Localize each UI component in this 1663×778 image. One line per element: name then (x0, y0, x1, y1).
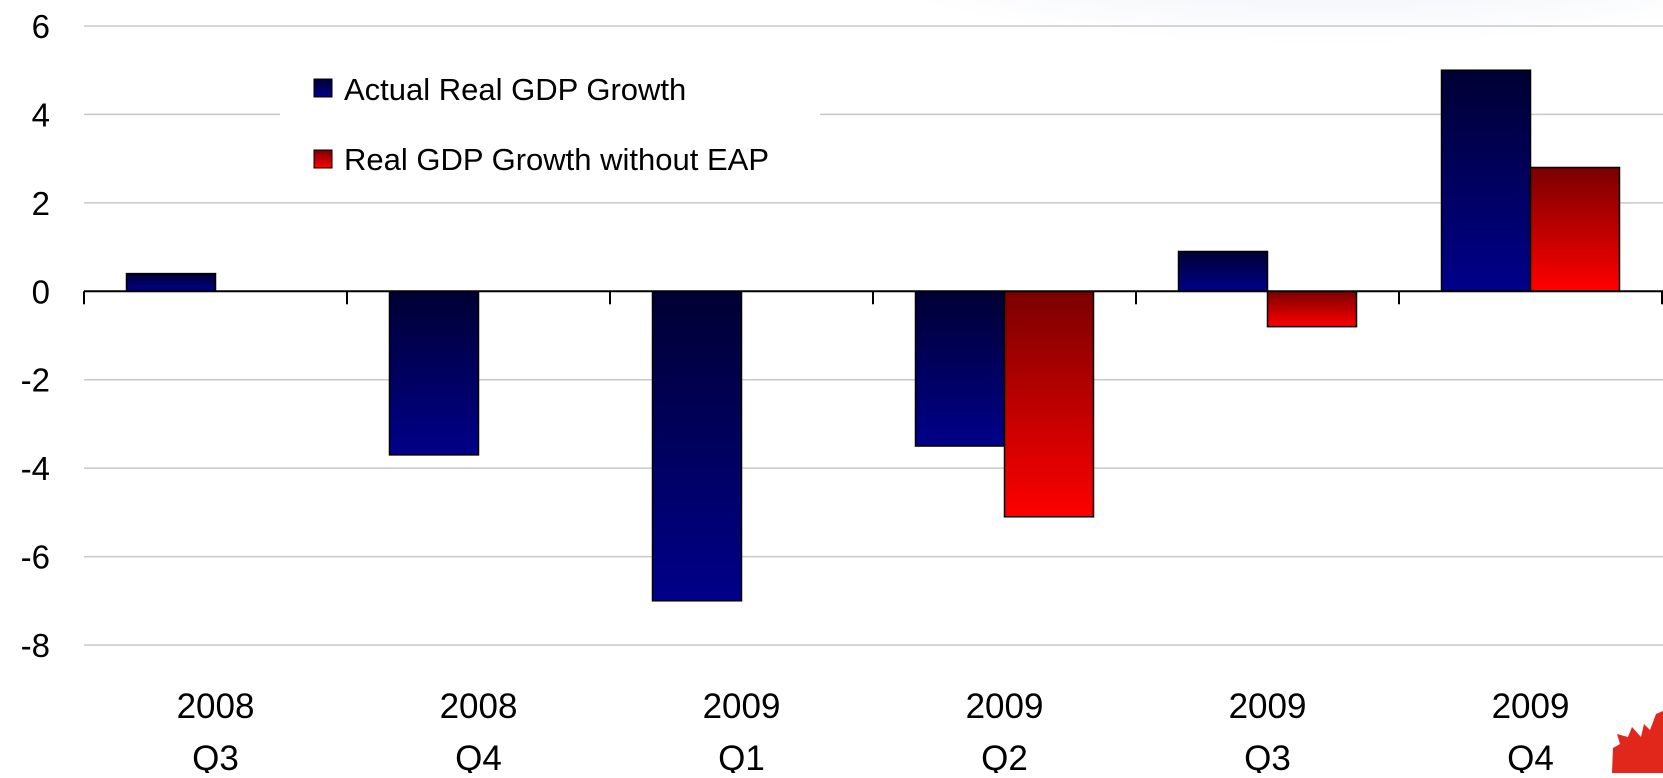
bar-actual (1177, 250, 1269, 293)
x-tick-label: Q4 (455, 739, 502, 773)
y-tick-label: 0 (32, 273, 50, 310)
y-tick-label: -6 (21, 539, 50, 576)
bar-actual (651, 290, 743, 602)
y-tick-label: -2 (21, 362, 50, 399)
legend-swatch-actual (313, 78, 333, 98)
x-tick-label: Q3 (1244, 739, 1291, 773)
bar-actual (388, 290, 480, 456)
bar-actual (1440, 69, 1532, 293)
x-tick-label: Q3 (192, 739, 239, 773)
legend-background (280, 55, 820, 190)
x-axis-tick-labels: 2008 Q3 2008 Q4 2009 Q1 2009 Q2 2009 Q3 2009 Q4 (177, 687, 1570, 778)
y-tick-label: 6 (32, 8, 50, 45)
x-tick-label: Q4 (1507, 739, 1554, 773)
legend-label-without-eap: Real GDP Growth without EAP (344, 142, 769, 177)
x-tick-label: 2009 (1492, 687, 1570, 726)
bar-without-eap (1529, 166, 1621, 293)
y-tick-label: 2 (32, 185, 50, 222)
maple-leaf-icon (1612, 711, 1663, 773)
x-tick-label: 2008 (440, 687, 518, 726)
x-tick-label: 2008 (177, 687, 255, 726)
x-axis (83, 290, 1663, 305)
y-axis-tick-labels: 6 4 2 0 -2 -4 -6 -8 (21, 8, 50, 664)
bar-actual (914, 290, 1006, 447)
x-tick-label: 2009 (703, 687, 781, 726)
x-tick-label: 2009 (966, 687, 1044, 726)
x-tick-label: 2009 (1229, 687, 1307, 726)
y-tick-label: -8 (21, 627, 50, 664)
x-tick-label: Q1 (718, 739, 765, 773)
x-tick-label: Q2 (981, 739, 1028, 773)
legend-swatch-without-eap (313, 149, 333, 169)
bar-without-eap (1266, 290, 1358, 328)
y-tick-label: -4 (21, 450, 50, 487)
bar-actual (125, 272, 217, 293)
y-tick-label: 4 (32, 96, 50, 133)
legend-label-actual: Actual Real GDP Growth (344, 72, 686, 107)
bar-without-eap (1003, 290, 1095, 518)
bars (125, 69, 1621, 602)
background-swoosh (903, 0, 1663, 45)
legend: Actual Real GDP Growth Real GDP Growth w… (280, 55, 820, 190)
